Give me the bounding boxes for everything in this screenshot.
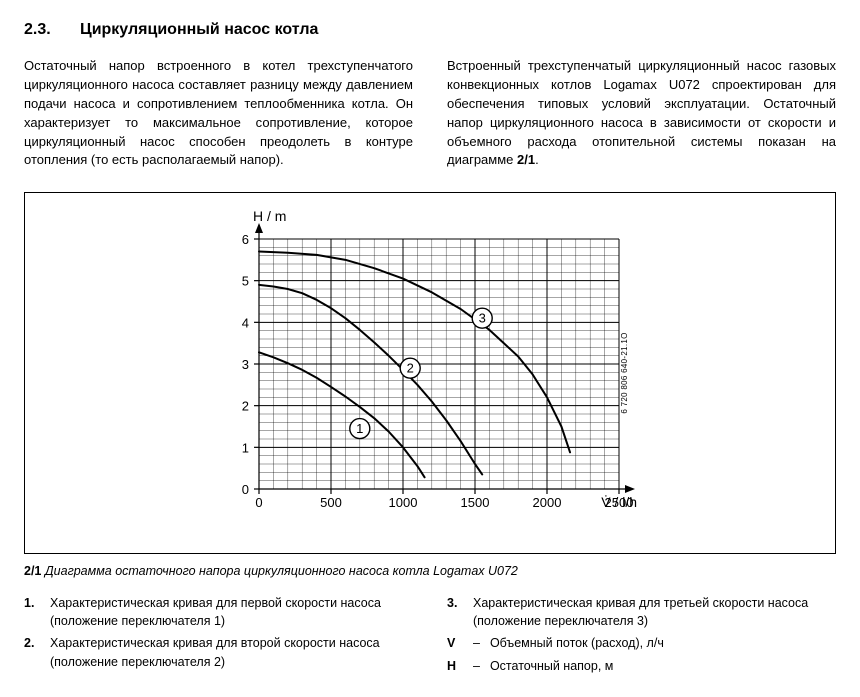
legend-right: 3. Характеристическая кривая для третьей…	[447, 594, 836, 679]
svg-text:5: 5	[242, 274, 249, 289]
svg-text:1000: 1000	[389, 495, 418, 510]
section-title-text: Циркуляционный насос котла	[80, 21, 318, 38]
section-number: 2.3.	[24, 18, 80, 41]
legend-dash-H: –	[473, 657, 480, 675]
intro-columns: Остаточный напор встроенного в котел тре…	[24, 57, 836, 170]
legend-left: 1. Характеристическая кривая для первой …	[24, 594, 413, 679]
svg-text:500: 500	[320, 495, 342, 510]
legend-dash-V: –	[473, 634, 480, 652]
svg-text:3: 3	[479, 311, 486, 326]
legend-key-H: H	[447, 657, 465, 675]
chart-wrap: 050010001500200025000123456H / mV̇ / l/h…	[213, 211, 647, 535]
figure-caption: 2/1 Диаграмма остаточного напора циркуля…	[24, 562, 836, 580]
svg-text:4: 4	[242, 316, 249, 331]
legend-key-3: 3.	[447, 594, 465, 630]
legend-item-H: H – Остаточный напор, м	[447, 657, 836, 675]
section-heading: 2.3.Циркуляционный насос котла	[24, 18, 836, 41]
legend-key-V: V	[447, 634, 465, 652]
svg-text:V̇ / l/h: V̇ / l/h	[601, 494, 637, 510]
legend: 1. Характеристическая кривая для первой …	[24, 594, 836, 679]
intro-right-ref: 2/1	[517, 152, 535, 167]
legend-item-2: 2. Характеристическая кривая для второй …	[24, 634, 413, 670]
legend-text-2: Характеристическая кривая для второй ско…	[50, 634, 413, 670]
svg-text:2: 2	[242, 399, 249, 414]
svg-text:H / m: H / m	[253, 211, 286, 224]
intro-right-pre: Встроенный трехступенчатый циркуляционны…	[447, 58, 836, 167]
legend-key-1: 1.	[24, 594, 42, 630]
figure-caption-num: 2/1	[24, 564, 41, 578]
legend-text-H: Остаточный напор, м	[490, 657, 613, 675]
pump-chart: 050010001500200025000123456H / mV̇ / l/h…	[213, 211, 647, 529]
svg-text:6: 6	[242, 232, 249, 247]
figure-code: 6 720 806 640-21.1O	[619, 333, 631, 414]
intro-right-post: .	[535, 152, 539, 167]
chart-container: 050010001500200025000123456H / mV̇ / l/h…	[24, 192, 836, 554]
legend-item-3: 3. Характеристическая кривая для третьей…	[447, 594, 836, 630]
legend-text-1: Характеристическая кривая для первой ско…	[50, 594, 413, 630]
intro-right: Встроенный трехступенчатый циркуляционны…	[447, 57, 836, 170]
legend-text-3: Характеристическая кривая для третьей ск…	[473, 594, 836, 630]
svg-text:1: 1	[242, 441, 249, 456]
svg-text:2: 2	[407, 361, 414, 376]
svg-text:1500: 1500	[461, 495, 490, 510]
svg-text:0: 0	[255, 495, 262, 510]
svg-text:0: 0	[242, 482, 249, 497]
legend-text-V: Объемный поток (расход), л/ч	[490, 634, 664, 652]
intro-left: Остаточный напор встроенного в котел тре…	[24, 57, 413, 170]
svg-text:3: 3	[242, 357, 249, 372]
figure-caption-text: Диаграмма остаточного напора циркуляцион…	[41, 564, 518, 578]
legend-key-2: 2.	[24, 634, 42, 670]
svg-text:1: 1	[356, 421, 363, 436]
svg-text:2000: 2000	[533, 495, 562, 510]
legend-item-V: V – Объемный поток (расход), л/ч	[447, 634, 836, 652]
legend-item-1: 1. Характеристическая кривая для первой …	[24, 594, 413, 630]
